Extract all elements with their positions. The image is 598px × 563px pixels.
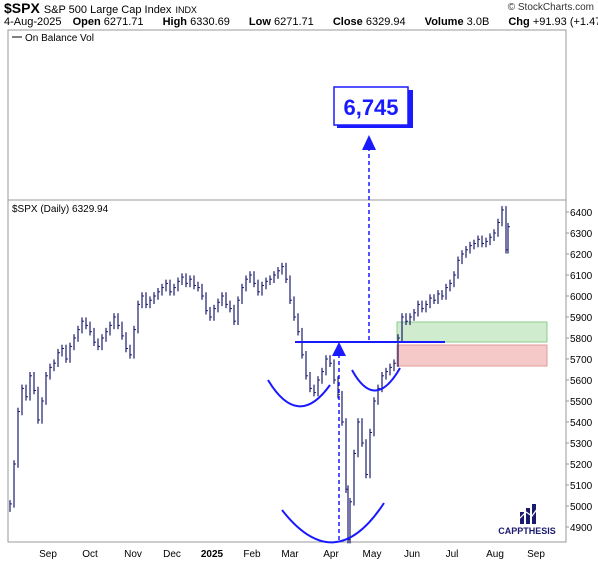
red-risk-zone xyxy=(396,344,548,367)
x-tick-label: Feb xyxy=(243,549,261,560)
y-tick-label: 6300 xyxy=(570,229,593,240)
chart-title-row: $SPX S&P 500 Large Cap Index INDX xyxy=(4,0,197,16)
low-value: 6271.71 xyxy=(273,16,314,28)
y-tick-label: 4900 xyxy=(570,523,593,534)
x-tick-label: 2025 xyxy=(201,549,224,560)
chg-label: Chg xyxy=(508,16,530,28)
open-value: 6271.71 xyxy=(103,16,144,28)
logo-bar-1 xyxy=(520,512,524,524)
y-tick-label: 5300 xyxy=(570,439,593,450)
obv-panel-frame xyxy=(7,29,567,201)
zones xyxy=(396,321,548,367)
y-tick-label: 6000 xyxy=(570,292,593,303)
symbol: $SPX xyxy=(4,0,40,16)
brand-logo: CAPPTHESIS xyxy=(498,504,556,536)
volume-value: 3.0B xyxy=(466,16,490,28)
ohlc-bars xyxy=(9,206,510,544)
y-tick-label: 6200 xyxy=(570,250,593,261)
x-tick-label: Jun xyxy=(404,549,420,560)
obv-legend: On Balance Vol xyxy=(25,33,94,44)
depth-arrow-head xyxy=(332,342,346,356)
y-tick-label: 5100 xyxy=(570,481,593,492)
x-tick-label: Oct xyxy=(82,549,98,560)
chg-value: +91.93 (+1.47%) xyxy=(532,16,598,28)
x-tick-label: Nov xyxy=(124,549,142,560)
y-tick-label: 5200 xyxy=(570,460,593,471)
y-tick-label: 5400 xyxy=(570,418,593,429)
y-tick-label: 5600 xyxy=(570,376,593,387)
symbol-name: S&P 500 Large Cap Index xyxy=(43,4,172,16)
high-value: 6330.69 xyxy=(190,16,230,28)
target-box xyxy=(333,86,409,126)
ohlc-row: 4-Aug-2025 Open 6271.71 High 6330.69 Low… xyxy=(4,16,598,28)
x-tick-label: May xyxy=(363,549,382,560)
pattern-annotations: 6,745 xyxy=(267,86,445,544)
low-label: Low xyxy=(248,16,271,28)
price-legend: $SPX (Daily) 6329.94 xyxy=(12,204,109,215)
x-axis: Sep Oct Nov Dec 2025 Feb Mar Apr May Jun Jul Aug Sep xyxy=(39,549,545,560)
y-tick-label: 5800 xyxy=(570,334,593,345)
price-panel-frame xyxy=(7,199,567,543)
y-tick-label: 5900 xyxy=(570,313,593,324)
x-tick-label: Aug xyxy=(486,549,504,560)
exchange: INDX xyxy=(175,5,197,15)
open-label: Open xyxy=(72,16,101,28)
x-tick-label: Apr xyxy=(323,549,339,560)
logo-bar-2 xyxy=(526,508,530,524)
y-tick-label: 5500 xyxy=(570,397,593,408)
y-tick-label: 5000 xyxy=(570,502,593,513)
head-arc xyxy=(281,502,385,544)
x-tick-label: Mar xyxy=(281,549,299,560)
volume-label: Volume xyxy=(424,16,464,28)
right-shoulder-arc xyxy=(351,367,401,392)
y-tick-label: 6400 xyxy=(570,208,593,219)
close-label: Close xyxy=(332,16,363,28)
brand-name: CAPPTHESIS xyxy=(498,526,556,536)
x-tick-label: Dec xyxy=(163,549,181,560)
x-tick-label: Sep xyxy=(527,549,545,560)
close-value: 6329.94 xyxy=(365,16,406,28)
high-label: High xyxy=(162,16,188,28)
target-label: 6,745 xyxy=(343,95,398,120)
quote-date: 4-Aug-2025 xyxy=(4,16,62,28)
x-tick-label: Sep xyxy=(39,549,57,560)
x-tick-label: Jul xyxy=(446,549,459,560)
y-axis: 4900 5000 5100 5200 5300 5400 5500 5600 5700 5800… xyxy=(566,208,593,534)
green-support-zone xyxy=(396,321,548,343)
source-credit: © StockCharts.com xyxy=(507,2,594,13)
left-shoulder-arc xyxy=(267,379,331,408)
y-tick-label: 5700 xyxy=(570,355,593,366)
target-arrow-head xyxy=(362,135,376,150)
logo-trend-line xyxy=(517,504,541,521)
y-tick-label: 6100 xyxy=(570,271,593,282)
